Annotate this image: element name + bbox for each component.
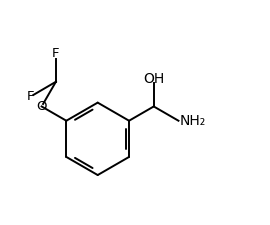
Text: F: F (26, 90, 34, 103)
Text: F: F (52, 47, 60, 60)
Text: NH₂: NH₂ (180, 114, 206, 128)
Text: O: O (36, 100, 47, 113)
Text: OH: OH (143, 72, 164, 86)
